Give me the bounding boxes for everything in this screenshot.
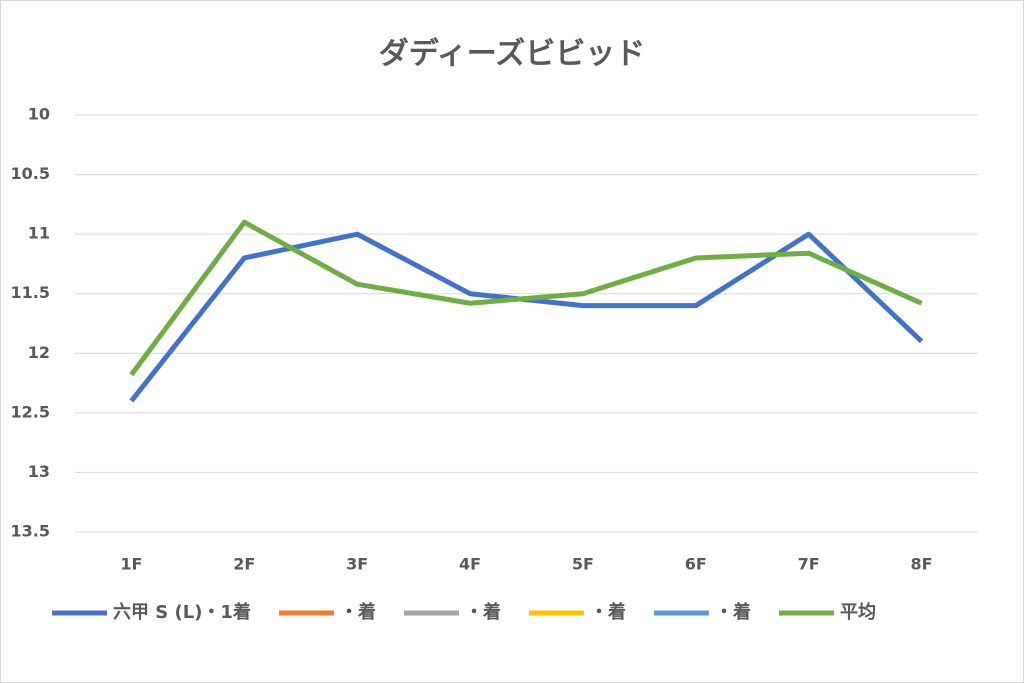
x-tick-label: 7F — [798, 555, 820, 574]
legend-label: ・着 — [590, 601, 626, 623]
legend-label: 平均 — [840, 601, 876, 623]
y-tick-label: 12.5 — [11, 402, 50, 421]
x-tick-label: 5F — [572, 555, 594, 574]
x-tick-label: 6F — [685, 555, 707, 574]
y-tick-label: 13.5 — [11, 522, 50, 541]
x-tick-label: 1F — [120, 555, 142, 574]
legend-label: ・着 — [340, 601, 376, 623]
chart-title: ダディーズビビッド — [379, 37, 645, 72]
series-line — [129, 219, 923, 377]
x-tick-label: 2F — [233, 555, 255, 574]
legend-label: ・着 — [465, 601, 501, 623]
legend-label: ・着 — [715, 601, 751, 623]
y-tick-label: 10.5 — [11, 164, 50, 183]
y-tick-label: 10 — [28, 105, 50, 124]
legend-label: 六甲 S (L)・1着 — [113, 601, 251, 623]
x-tick-label: 4F — [459, 555, 481, 574]
x-tick-label: 3F — [346, 555, 368, 574]
y-tick-label: 13 — [28, 462, 50, 481]
y-tick-label: 11 — [28, 224, 50, 243]
x-tick-label: 8F — [911, 555, 933, 574]
y-tick-label: 11.5 — [11, 283, 50, 302]
y-tick-label: 12 — [28, 343, 50, 362]
